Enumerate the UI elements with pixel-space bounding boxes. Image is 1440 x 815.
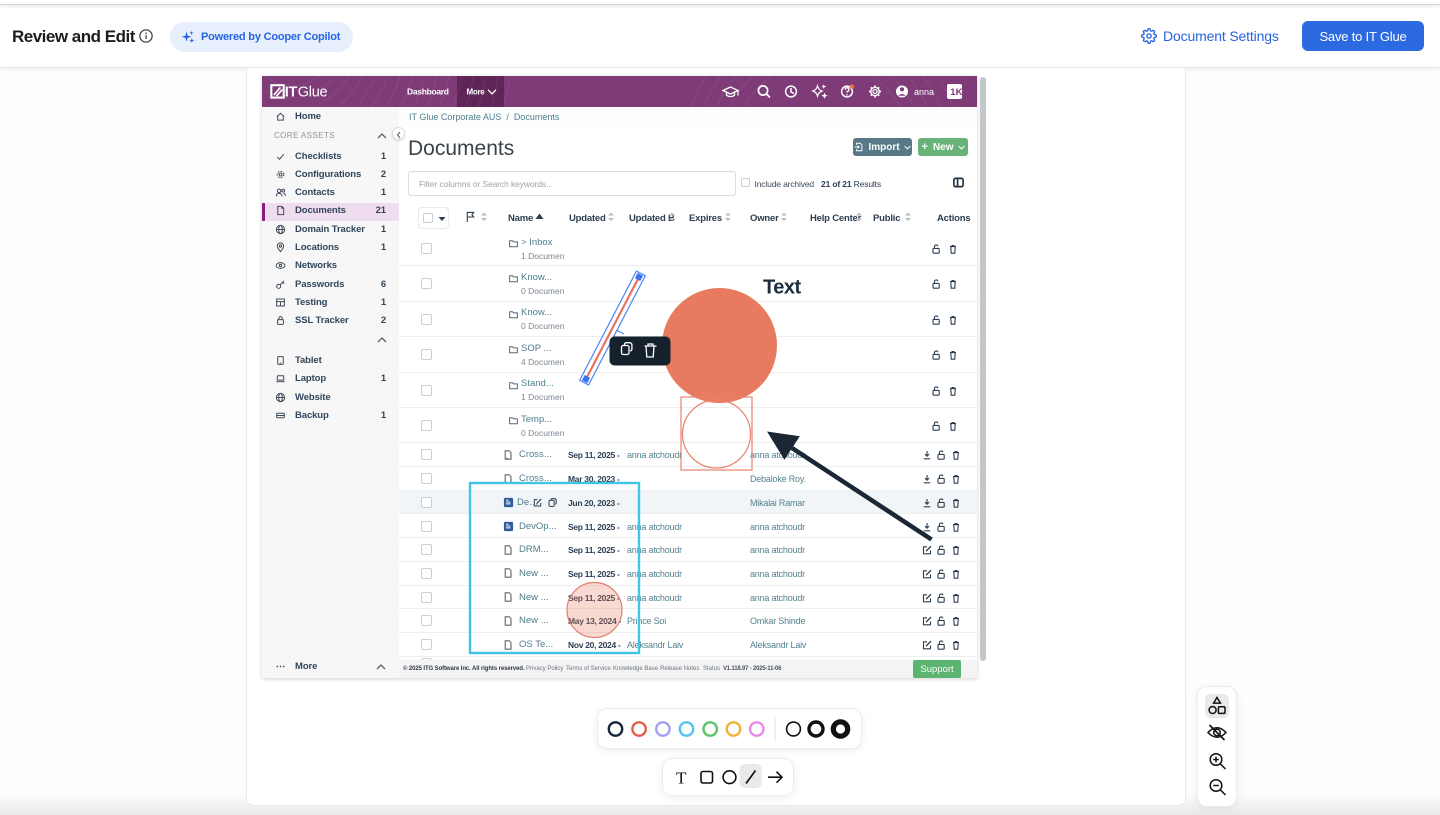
svg-text:Dashboard: Dashboard [407, 87, 449, 97]
svg-text:More: More [467, 88, 486, 97]
svg-text:1K: 1K [950, 87, 962, 98]
svg-text:IT: IT [285, 84, 298, 100]
svg-text:anna: anna [914, 87, 934, 97]
svg-text:T: T [676, 769, 687, 788]
svg-text:Glue: Glue [298, 84, 328, 100]
